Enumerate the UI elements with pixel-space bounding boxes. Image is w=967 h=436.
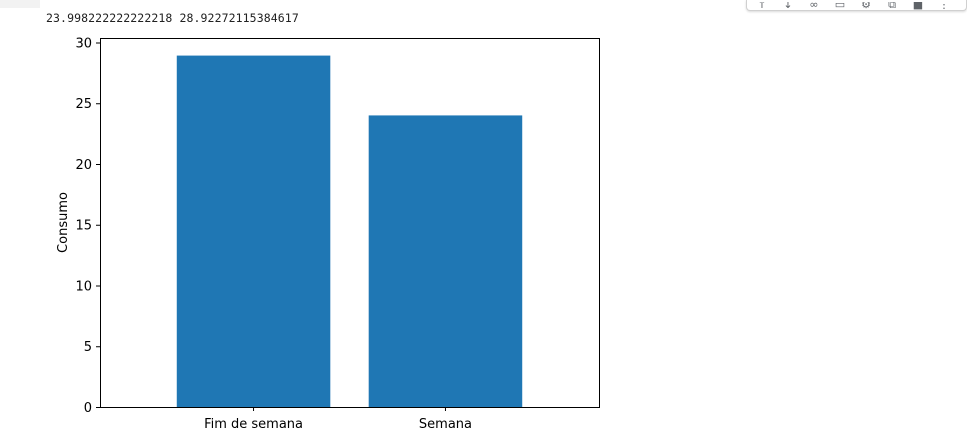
plot-frame [100,38,600,408]
more-icon[interactable]: ⋮ [938,2,950,10]
y-tick-label: 0 [84,401,92,416]
y-tick-label: 20 [75,158,92,173]
y-tick-label: 30 [75,36,92,51]
x-tick-label: Semana [419,417,472,432]
cell-toolbar: ↑ ↓ ∞ ▭ ⚙ ⧉ ■ ⋮ [746,0,967,11]
y-tick-label: 15 [75,219,92,234]
arrow-down-icon[interactable]: ↓ [783,2,793,10]
cell-gutter [0,0,40,8]
delete-icon[interactable]: ■ [912,2,924,10]
y-tick-label: 25 [75,97,92,112]
comment-icon[interactable]: ▭ [834,2,846,10]
y-tick-label: 10 [75,279,92,294]
bar-0 [176,55,331,407]
bars-layer [176,55,523,408]
link-icon[interactable]: ∞ [809,2,819,10]
arrow-up-icon[interactable]: ↑ [757,2,767,10]
external-link-icon[interactable]: ⧉ [888,2,896,10]
cell-output-text: 23.998222222222218 28.92272115384617 [46,11,299,25]
y-axis: 0 5 10 15 20 25 30 [75,36,100,416]
x-axis: Fim de semana Semana [204,407,472,432]
gear-icon[interactable]: ⚙ [861,2,871,10]
y-axis-label: Consumo [56,192,71,253]
bar-1 [368,115,523,408]
x-tick-label: Fim de semana [204,417,303,432]
y-tick-label: 5 [84,340,92,355]
